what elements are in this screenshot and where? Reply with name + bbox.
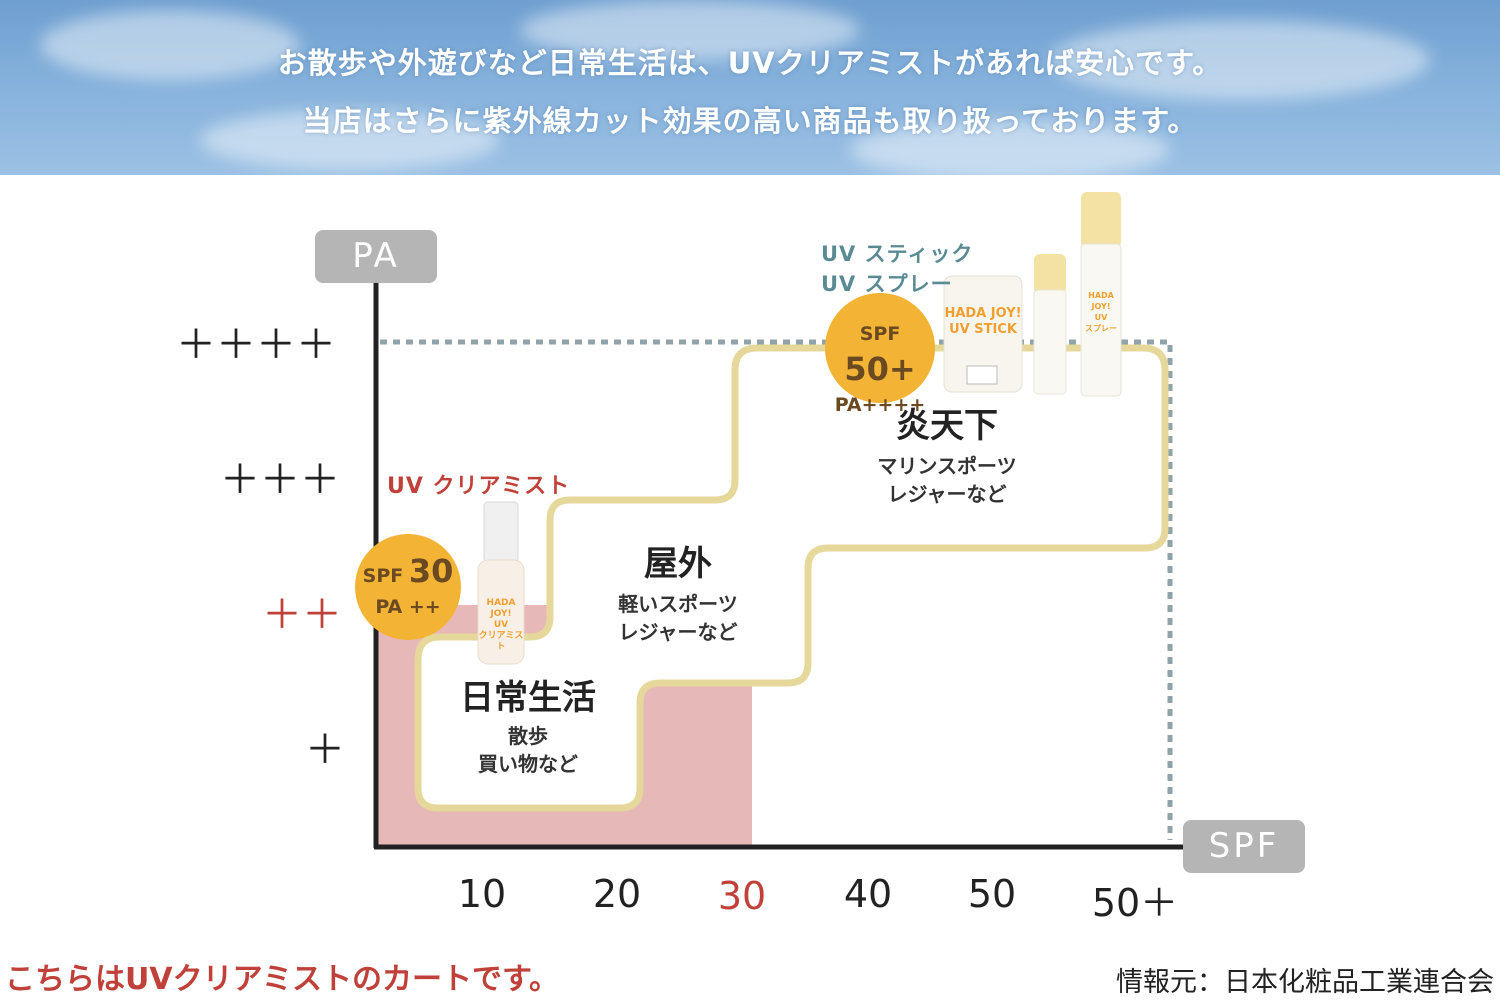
zone-heat-sub-1: マリンスポーツ bbox=[877, 454, 1017, 478]
spray-name-1: UV bbox=[1094, 313, 1108, 322]
x-tick-30: 30 bbox=[717, 874, 767, 918]
stick-label: UV スティック bbox=[821, 242, 974, 266]
x-tick-50plus: 50＋ bbox=[1091, 881, 1179, 925]
spf-axis-label: SPF bbox=[1183, 820, 1305, 873]
badge-pa: PA ++ bbox=[375, 596, 441, 618]
zone-path bbox=[414, 344, 1169, 812]
cart-note: こちらはUVクリアミストのカートです。 bbox=[5, 962, 559, 997]
uv-stick-image bbox=[943, 275, 1023, 393]
zone-heat-title: 炎天下 bbox=[896, 406, 998, 446]
badge-spf-value: 30 bbox=[408, 552, 454, 590]
x-tick-10: 10 bbox=[457, 872, 507, 916]
mist-bottle-image bbox=[477, 501, 525, 665]
mist-name-1: UV bbox=[493, 620, 509, 630]
badge-spf-prefix: SPF bbox=[859, 323, 901, 345]
zone-outdoor-title: 屋外 bbox=[644, 544, 712, 584]
source-credit: 情報元：日本化粧品工業連合会 bbox=[1116, 967, 1494, 998]
stick-brand: HADA JOY! bbox=[944, 306, 1022, 321]
spf30-badge: SPF 30 PA ++ bbox=[355, 534, 461, 640]
mist-name-2: クリアミスト bbox=[478, 631, 524, 652]
badge-spf-value: 50+ bbox=[844, 350, 916, 388]
spf50-badge: SPF 50+ PA++++ bbox=[825, 293, 935, 416]
spray-label: UV スプレー bbox=[821, 272, 953, 296]
zone-daily-title: 日常生活 bbox=[460, 678, 596, 718]
uv-spray-large-image bbox=[1080, 192, 1122, 397]
x-tick-20: 20 bbox=[592, 872, 642, 916]
zone-heat-sub-2: レジャーなど bbox=[887, 482, 1007, 506]
badge-pa: PA++++ bbox=[834, 394, 926, 416]
mist-brand: HADA JOY! bbox=[486, 598, 516, 619]
pa-axis-label: PA bbox=[315, 230, 437, 283]
zone-daily-sub-1: 散歩 bbox=[508, 724, 548, 748]
x-tick-50: 50 bbox=[967, 872, 1017, 916]
y-tick-pa4: ＋＋＋＋ bbox=[176, 322, 336, 368]
y-tick-pa2: ＋＋ bbox=[262, 592, 342, 638]
zone-outdoor-sub-2: レジャーなど bbox=[618, 620, 738, 644]
header-line-2: 当店はさらに紫外線カット効果の高い商品も取り扱っております。 bbox=[302, 104, 1198, 138]
y-tick-pa1: ＋ bbox=[305, 727, 345, 773]
zone-daily-sub-2: 買い物など bbox=[478, 752, 578, 776]
uv-spray-small-image bbox=[1033, 254, 1067, 395]
spray-brand: HADA JOY! bbox=[1088, 291, 1114, 311]
x-tick-40: 40 bbox=[843, 872, 893, 916]
sky-banner: お散歩や外遊びなど日常生活は、UVクリアミストがあれば安心です。 当店はさらに紫… bbox=[0, 0, 1500, 175]
stick-name: UV STICK bbox=[949, 322, 1017, 337]
badge-spf-prefix: SPF bbox=[362, 565, 404, 587]
dotted-boundary bbox=[380, 339, 1173, 840]
y-tick-pa3: ＋＋＋ bbox=[220, 457, 340, 503]
spray-name-2: スプレー bbox=[1085, 324, 1117, 333]
mist-label: UV クリアミスト bbox=[387, 474, 571, 499]
zone-outdoor-sub-1: 軽いスポーツ bbox=[618, 592, 738, 616]
header-line-1: お散歩や外遊びなど日常生活は、UVクリアミストがあれば安心です。 bbox=[277, 46, 1223, 80]
